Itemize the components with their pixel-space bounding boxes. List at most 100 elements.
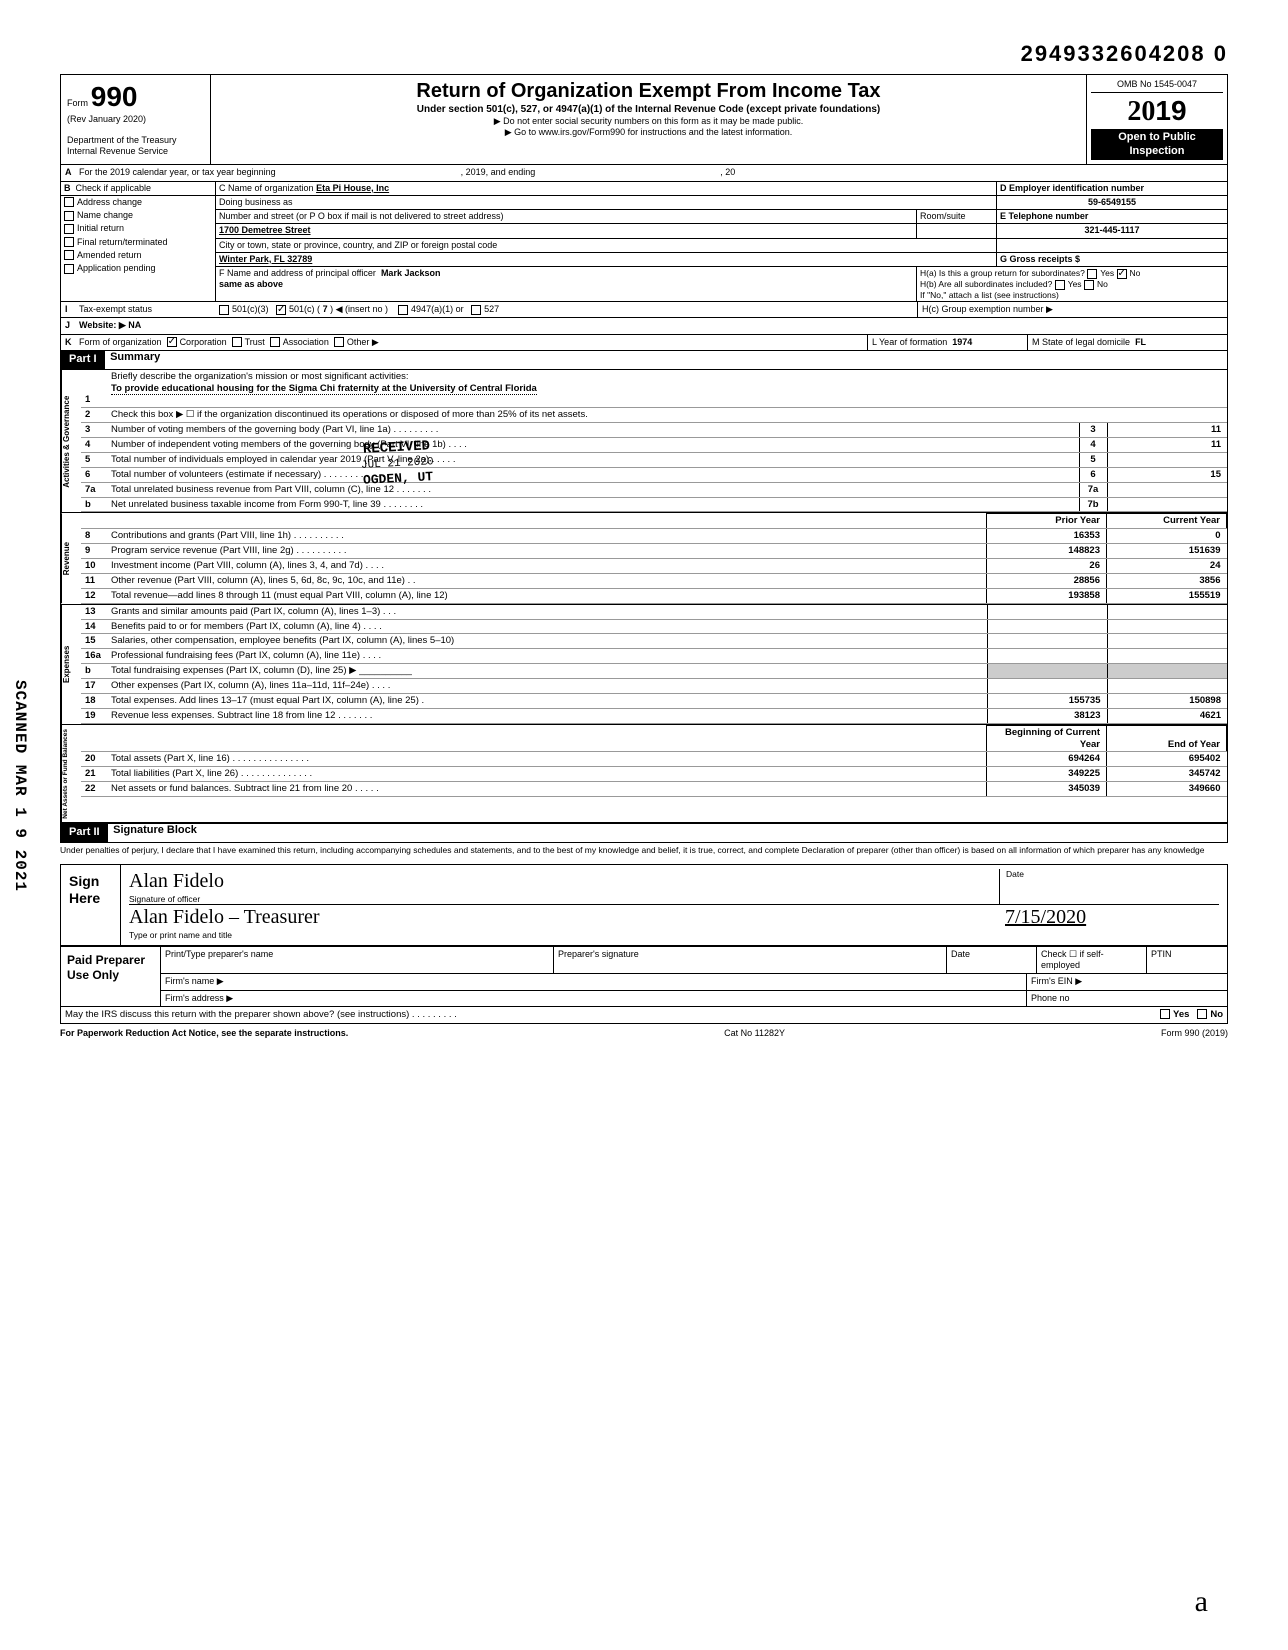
vlabel-exp: Expenses <box>61 605 81 724</box>
typed-name: Alan Fidelo – Treasurer <box>129 905 999 930</box>
checkb-box[interactable] <box>64 237 74 247</box>
form-label: Form <box>67 98 88 108</box>
ha-no-checkbox[interactable] <box>1117 269 1127 279</box>
sign-here-block: Sign Here Alan Fidelo Signature of offic… <box>60 864 1228 946</box>
chk-assoc[interactable] <box>270 337 280 347</box>
type-or-print-label: Type or print name and title <box>129 930 999 941</box>
checkb-box[interactable] <box>64 264 74 274</box>
hb-yes-checkbox[interactable] <box>1055 280 1065 290</box>
lbl-501c: 501(c) ( <box>289 304 320 314</box>
sig-date-value: 7/15/2020 <box>1005 905 1219 930</box>
form-rev: (Rev January 2020) <box>67 114 204 125</box>
j-label: Website: ▶ <box>79 320 126 330</box>
phone-value: 321-445-1117 <box>1084 225 1139 235</box>
part-i-bar: Part I <box>61 351 105 369</box>
m-label: M State of legal domicile <box>1032 337 1130 347</box>
checkb-box[interactable] <box>64 224 74 234</box>
vlabel-net: Net Assets or Fund Balances <box>61 725 81 823</box>
sig-of-officer-label: Signature of officer <box>129 894 999 905</box>
label-j: J <box>61 318 75 333</box>
part-i-title: Summary <box>110 351 160 369</box>
omb-number: OMB No 1545-0047 <box>1091 79 1223 93</box>
pp-name-label: Print/Type preparer's name <box>161 947 554 974</box>
discuss-no: No <box>1210 1009 1223 1020</box>
box-c-label: C Name of organization <box>219 183 314 193</box>
lbl-527: 527 <box>484 304 499 314</box>
checkb-box[interactable] <box>64 250 74 260</box>
checkb-box[interactable] <box>64 197 74 207</box>
box-f-label: F Name and address of principal officer <box>219 268 376 278</box>
no-label2: No <box>1097 279 1108 289</box>
chk-501c3[interactable] <box>219 305 229 315</box>
discuss-yes: Yes <box>1173 1009 1189 1020</box>
officer-name: Mark Jackson <box>381 268 441 278</box>
pp-addr-label: Firm's address ▶ <box>161 991 1027 1006</box>
open-public: Open to Public Inspection <box>1091 129 1223 161</box>
hb-no-checkbox[interactable] <box>1084 280 1094 290</box>
501c-num: 7 <box>323 304 328 314</box>
box-d-label: D Employer identification number <box>1000 183 1144 193</box>
street-value: 1700 Demetree Street <box>219 225 311 235</box>
pp-ein-label: Firm's EIN ▶ <box>1027 974 1227 989</box>
street-label: Number and street (or P O box if mail is… <box>216 210 917 224</box>
checkb-box[interactable] <box>64 211 74 221</box>
discuss-no-checkbox[interactable] <box>1197 1009 1207 1019</box>
h-a-label: H(a) Is this a group return for subordin… <box>920 268 1085 278</box>
pp-phone-label: Phone no <box>1027 991 1227 1006</box>
ha-yes-checkbox[interactable] <box>1087 269 1097 279</box>
ein-value: 59-6549155 <box>1088 197 1136 207</box>
chk-trust[interactable] <box>232 337 242 347</box>
prior-year-head: Prior Year <box>987 514 1107 529</box>
scanned-stamp: SCANNED MAR 1 9 2021 <box>10 680 30 892</box>
lbl-other: Other ▶ <box>347 337 379 347</box>
lbl-501c3: 501(c)(3) <box>232 304 269 314</box>
form-subtitle: Under section 501(c), 527, or 4947(a)(1)… <box>221 104 1076 117</box>
begin-head: Beginning of Current Year <box>987 725 1107 752</box>
label-k: K <box>61 335 75 350</box>
room-label: Room/suite <box>917 210 997 224</box>
dba-label: Doing business as <box>216 196 997 210</box>
form-warn2: ▶ Go to www.irs.gov/Form990 for instruct… <box>221 127 1076 138</box>
part-ii-title: Signature Block <box>113 824 197 842</box>
j-val: NA <box>128 320 141 330</box>
paid-prep-label: Paid Preparer Use Only <box>61 947 161 1006</box>
city-label: City or town, state or province, country… <box>216 239 997 253</box>
chk-527[interactable] <box>471 305 481 315</box>
sum1-text: To provide educational housing for the S… <box>111 383 537 395</box>
pp-firm-label: Firm's name ▶ <box>161 974 1027 989</box>
check-b-label: Check if applicable <box>76 183 152 193</box>
end-head: End of Year <box>1107 725 1227 752</box>
pp-ptin-label: PTIN <box>1147 947 1227 974</box>
line-a-text3: , 20 <box>720 167 735 177</box>
pp-check-label: Check ☐ if self-employed <box>1037 947 1147 974</box>
line-a-text2: , 2019, and ending <box>461 167 536 177</box>
dln-number: 2949332604208 0 <box>60 40 1228 68</box>
discuss-yes-checkbox[interactable] <box>1160 1009 1170 1019</box>
lbl-trust: Trust <box>245 337 265 347</box>
i-label: Tax-exempt status <box>75 302 215 317</box>
form-footer: Form 990 (2019) <box>1161 1028 1228 1039</box>
chk-other[interactable] <box>334 337 344 347</box>
chk-4947[interactable] <box>398 305 408 315</box>
box-e-label: E Telephone number <box>1000 211 1088 221</box>
tax-year: 2019 <box>1091 93 1223 129</box>
may-discuss-text: May the IRS discuss this return with the… <box>61 1007 1107 1023</box>
irs-label: Internal Revenue Service <box>67 146 204 157</box>
label-a: A <box>61 165 75 180</box>
chk-corp[interactable] <box>167 337 177 347</box>
paid-preparer-block: Paid Preparer Use Only Print/Type prepar… <box>60 946 1228 1007</box>
received-stamp: RECEIVED JUL 21 2020 OGDEN, UT <box>360 438 435 489</box>
line-a-text1: For the 2019 calendar year, or tax year … <box>79 167 276 177</box>
insert-no: ) ◀ (insert no ) <box>330 304 388 314</box>
sig-date-label: Date <box>1006 869 1219 880</box>
form-number: 990 <box>91 81 138 112</box>
chk-501c[interactable] <box>276 305 286 315</box>
yes-label: Yes <box>1100 268 1114 278</box>
officer-signature: Alan Fidelo <box>129 869 999 894</box>
yes-label2: Yes <box>1068 279 1082 289</box>
dept-label: Department of the Treasury <box>67 135 204 146</box>
pp-date-label: Date <box>947 947 1037 974</box>
paperwork-notice: For Paperwork Reduction Act Notice, see … <box>60 1028 348 1039</box>
form-warn1: ▶ Do not enter social security numbers o… <box>221 116 1076 127</box>
vlabel-rev: Revenue <box>61 513 81 603</box>
